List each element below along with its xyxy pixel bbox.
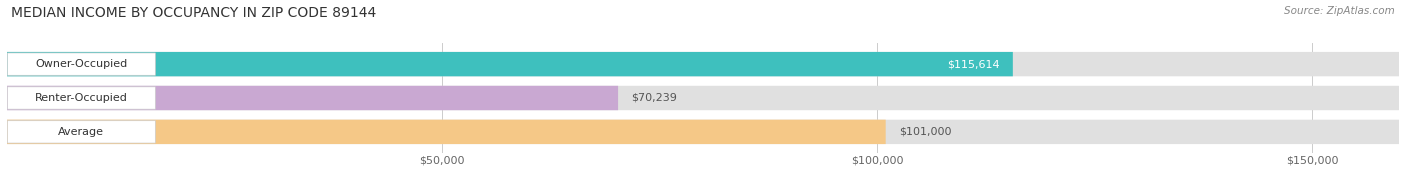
FancyBboxPatch shape <box>7 52 1012 76</box>
Text: $101,000: $101,000 <box>898 127 952 137</box>
FancyBboxPatch shape <box>7 120 886 144</box>
Text: Renter-Occupied: Renter-Occupied <box>35 93 128 103</box>
FancyBboxPatch shape <box>7 120 1399 144</box>
Text: Source: ZipAtlas.com: Source: ZipAtlas.com <box>1284 6 1395 16</box>
Text: $70,239: $70,239 <box>631 93 678 103</box>
FancyBboxPatch shape <box>7 87 155 109</box>
FancyBboxPatch shape <box>7 52 1399 76</box>
Text: Average: Average <box>59 127 104 137</box>
FancyBboxPatch shape <box>7 53 155 75</box>
FancyBboxPatch shape <box>7 86 619 110</box>
Text: MEDIAN INCOME BY OCCUPANCY IN ZIP CODE 89144: MEDIAN INCOME BY OCCUPANCY IN ZIP CODE 8… <box>11 6 377 20</box>
Text: $115,614: $115,614 <box>948 59 1000 69</box>
FancyBboxPatch shape <box>7 121 155 143</box>
FancyBboxPatch shape <box>7 86 1399 110</box>
Text: Owner-Occupied: Owner-Occupied <box>35 59 128 69</box>
